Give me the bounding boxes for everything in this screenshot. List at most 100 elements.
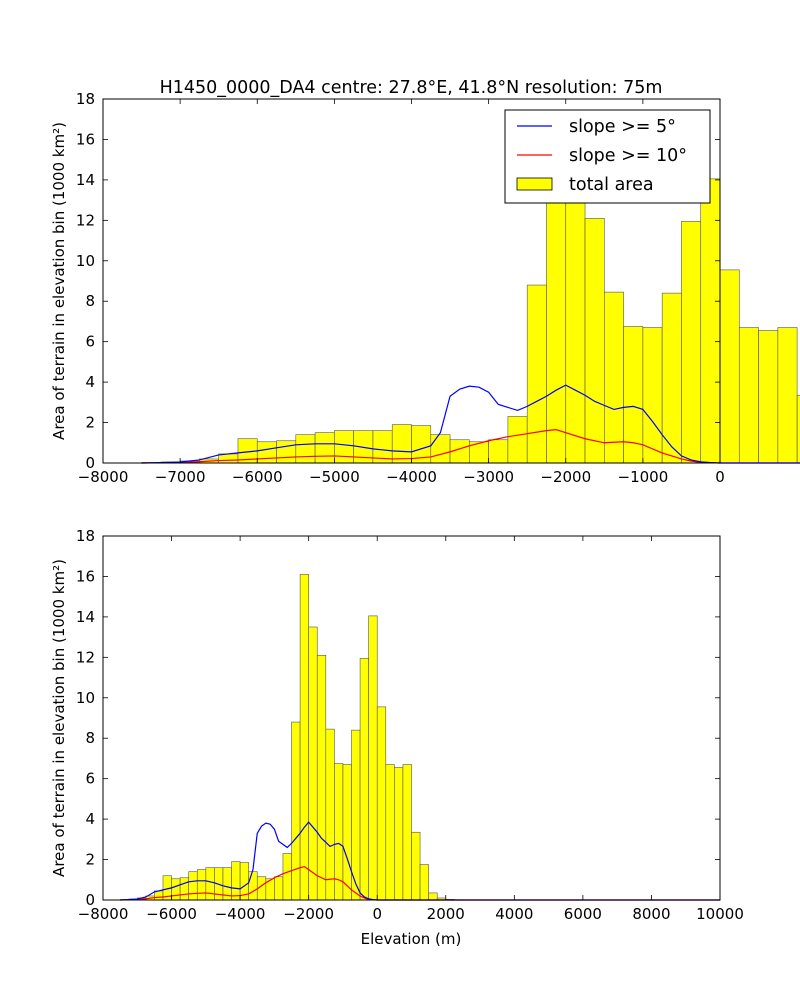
- top-bar: [430, 434, 451, 464]
- bottom-y-tick-label: 2: [85, 851, 95, 869]
- top-bar: [719, 269, 740, 464]
- bottom-y-ticks: 0 2 4 6 8 10 12 14 16 18: [76, 527, 720, 909]
- bottom-axes-box: [102, 535, 721, 901]
- bottom-bar: [325, 728, 335, 901]
- bottom-bar: [154, 890, 164, 901]
- bottom-x-tick-label: 4000: [495, 905, 533, 923]
- top-bar: [334, 430, 354, 464]
- top-panel: −8000 −7000 −6000 −5000 −4000 −3000 −2000 −1000…: [50, 90, 800, 486]
- top-slope5-line: [141, 384, 800, 464]
- top-y-tick-label: 6: [85, 333, 95, 351]
- top-bar: [218, 453, 239, 464]
- bottom-bar: [402, 764, 412, 901]
- bottom-y-tick-label: 6: [85, 770, 95, 788]
- top-y-tick-label: 4: [85, 373, 95, 391]
- top-bar: [584, 218, 605, 464]
- top-bar: [565, 189, 586, 464]
- bottom-axes-frame: [102, 535, 721, 901]
- bottom-bar: [419, 864, 429, 901]
- bottom-y-tick-label: 16: [76, 567, 95, 585]
- bottom-bar: [308, 626, 318, 901]
- top-bar: [700, 178, 721, 464]
- bottom-bar: [316, 655, 327, 901]
- bottom-bar: [385, 764, 395, 901]
- bottom-bar: [274, 876, 284, 901]
- bottom-x-tick-label: −6000: [146, 905, 197, 923]
- bottom-x-axis-label: Elevation (m): [361, 930, 462, 948]
- top-bar: [391, 424, 412, 464]
- legend-slope10-label: slope >= 10°: [569, 146, 687, 166]
- top-slope10-line: [141, 429, 800, 464]
- bottom-bar: [196, 869, 207, 901]
- bottom-x-tick-label: 2000: [427, 905, 465, 923]
- top-bar: [314, 432, 335, 464]
- bottom-bars: [119, 574, 464, 901]
- bottom-slope10-line: [120, 865, 720, 901]
- top-bar: [507, 416, 528, 464]
- bottom-y-axis-label: Area of terrain in elevation bin (1000 k…: [50, 559, 68, 877]
- legend: slope >= 5° slope >= 10° total area: [504, 109, 711, 204]
- bottom-bar: [205, 867, 215, 901]
- top-y-tick-label: 10: [76, 252, 95, 270]
- bottom-bar: [411, 831, 421, 901]
- top-y-tick-label: 16: [76, 130, 95, 148]
- bottom-bar: [171, 878, 181, 901]
- bottom-y-tick-label: 14: [76, 608, 95, 626]
- top-bar: [642, 327, 663, 464]
- bottom-bar: [368, 615, 378, 901]
- top-x-tick-label: −7000: [155, 468, 206, 486]
- bottom-x-tick-label: 6000: [564, 905, 602, 923]
- top-bar: [256, 441, 277, 464]
- bottom-bar: [291, 721, 301, 901]
- figure-title: H1450_0000_DA4 centre: 27.8°E, 41.8°N re…: [160, 78, 663, 98]
- bottom-bar: [299, 574, 309, 901]
- top-y-tick-label: 8: [85, 292, 95, 310]
- bottom-x-tick-label: 8000: [632, 905, 670, 923]
- bottom-bar: [394, 767, 404, 901]
- bottom-bar: [231, 861, 241, 901]
- top-bar: [738, 327, 759, 464]
- legend-total-swatch: [516, 177, 553, 191]
- bottom-x-tick-label: −2000: [283, 905, 334, 923]
- bottom-bar: [248, 871, 258, 901]
- top-x-tick-label: −6000: [232, 468, 283, 486]
- bottom-x-tick-label: −4000: [215, 905, 266, 923]
- top-slope-lines: [141, 384, 800, 464]
- top-bar: [758, 330, 779, 464]
- top-bar: [488, 439, 509, 464]
- bottom-y-tick-label: 4: [85, 810, 95, 828]
- top-x-ticks: −8000 −7000 −6000 −5000 −4000 −3000 −2000 −1000…: [78, 99, 725, 486]
- top-y-tick-label: 2: [85, 414, 95, 432]
- bottom-slope5-line: [120, 821, 720, 901]
- top-y-tick-label: 14: [76, 171, 95, 189]
- top-y-tick-label: 18: [76, 90, 95, 108]
- top-bar: [604, 291, 624, 464]
- top-x-tick-label: −5000: [309, 468, 360, 486]
- bottom-bar: [282, 853, 292, 901]
- top-x-tick-label: −3000: [463, 468, 514, 486]
- bottom-bar: [376, 706, 387, 901]
- bottom-panel: −8000 −6000 −4000 −2000 0 2000 4000 6000 8000 100…: [50, 527, 744, 948]
- top-y-tick-label: 0: [85, 454, 95, 472]
- bottom-y-tick-label: 8: [85, 729, 95, 747]
- bottom-y-tick-label: 18: [76, 527, 95, 545]
- top-bar: [295, 434, 316, 464]
- bottom-x-ticks: −8000 −6000 −4000 −2000 0 2000 4000 6000 8000 100…: [78, 536, 744, 923]
- bottom-x-tick-label: 10000: [696, 905, 744, 923]
- top-bars: [141, 137, 800, 464]
- bottom-bar: [179, 877, 189, 901]
- top-bar: [777, 327, 798, 464]
- bottom-y-tick-label: 12: [76, 648, 95, 666]
- legend-total-label: total area: [569, 175, 654, 195]
- top-y-axis-label: Area of terrain in elevation bin (1000 k…: [50, 122, 68, 440]
- top-y-tick-label: 12: [76, 211, 95, 229]
- bottom-bar: [188, 871, 198, 901]
- bottom-y-tick-label: 10: [76, 689, 95, 707]
- top-bar: [796, 394, 800, 464]
- top-x-tick-label: −8000: [78, 468, 129, 486]
- bottom-bar: [428, 892, 438, 901]
- top-x-tick-label: −2000: [540, 468, 591, 486]
- legend-slope5-label: slope >= 5°: [569, 117, 676, 137]
- bottom-x-tick-label: 0: [372, 905, 382, 923]
